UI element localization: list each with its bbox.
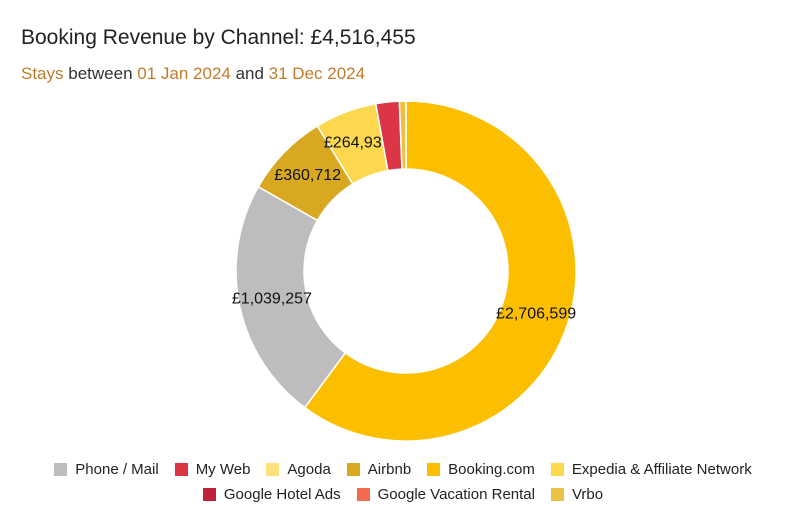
legend-swatch-vrbo <box>550 488 564 501</box>
legend-swatch-booking-com <box>427 463 441 476</box>
legend-item-expedia-affiliate-network[interactable]: Expedia & Affiliate Network <box>550 461 752 478</box>
subtitle-end-date: 31 Dec 2024 <box>268 64 366 83</box>
legend-item-google-vacation-rental[interactable]: Google Vacation Rental <box>356 486 535 503</box>
legend-label-vrbo: Vrbo <box>571 486 604 503</box>
legend-row-2: Google Hotel Ads Google Vacation Rental Vr… <box>0 486 806 503</box>
page-subtitle: Stays between 01 Jan 2024 and 31 Dec 202… <box>21 64 365 84</box>
legend-swatch-phone-mail <box>54 463 68 476</box>
slice-label-booking-com: £2,706,599 <box>496 305 576 322</box>
slice-label-agoda: £264,931 <box>324 134 391 151</box>
legend-swatch-google-vacation-rental <box>356 488 370 501</box>
subtitle-and: and <box>230 64 269 83</box>
slice-booking-com[interactable] <box>303 100 577 442</box>
legend-swatch-agoda <box>266 463 280 476</box>
slice-vrbo[interactable] <box>398 100 407 170</box>
subtitle-start-date: 01 Jan 2024 <box>137 64 231 83</box>
legend-item-my-web[interactable]: My Web <box>174 461 251 478</box>
page-title: Booking Revenue by Channel: £4,516,455 <box>21 26 416 49</box>
legend-swatch-expedia-affiliate-network <box>550 463 564 476</box>
legend-label-google-hotel-ads: Google Hotel Ads <box>223 486 341 503</box>
slice-label-airbnb: £360,712 <box>274 167 341 184</box>
legend-label-my-web: My Web <box>195 461 251 478</box>
legend-label-airbnb: Airbnb <box>367 461 412 478</box>
legend-label-agoda: Agoda <box>287 461 331 478</box>
legend-swatch-airbnb <box>346 463 360 476</box>
slice-phone-mail[interactable] <box>235 185 347 409</box>
legend-row-1: Phone / Mail My Web Agoda Airbnb Booking.com… <box>0 461 806 478</box>
legend-item-google-hotel-ads[interactable]: Google Hotel Ads <box>202 486 341 503</box>
legend-label-google-vacation-rental: Google Vacation Rental <box>377 486 535 503</box>
subtitle-stays: Stays <box>21 64 64 83</box>
legend-swatch-google-hotel-ads <box>202 488 216 501</box>
subtitle-between: between <box>63 64 138 83</box>
legend-label-booking-com: Booking.com <box>448 461 535 478</box>
legend-swatch-my-web <box>174 463 188 476</box>
legend-label-phone-mail: Phone / Mail <box>75 461 159 478</box>
legend-item-agoda[interactable]: Agoda <box>266 461 331 478</box>
legend-item-booking-com[interactable]: Booking.com <box>427 461 535 478</box>
legend-item-vrbo[interactable]: Vrbo <box>550 486 604 503</box>
legend-label-expedia-affiliate-network: Expedia & Affiliate Network <box>571 461 752 478</box>
legend-item-phone-mail[interactable]: Phone / Mail <box>54 461 159 478</box>
legend-item-airbnb[interactable]: Airbnb <box>346 461 412 478</box>
slice-label-phone-mail: £1,039,257 <box>232 291 312 308</box>
